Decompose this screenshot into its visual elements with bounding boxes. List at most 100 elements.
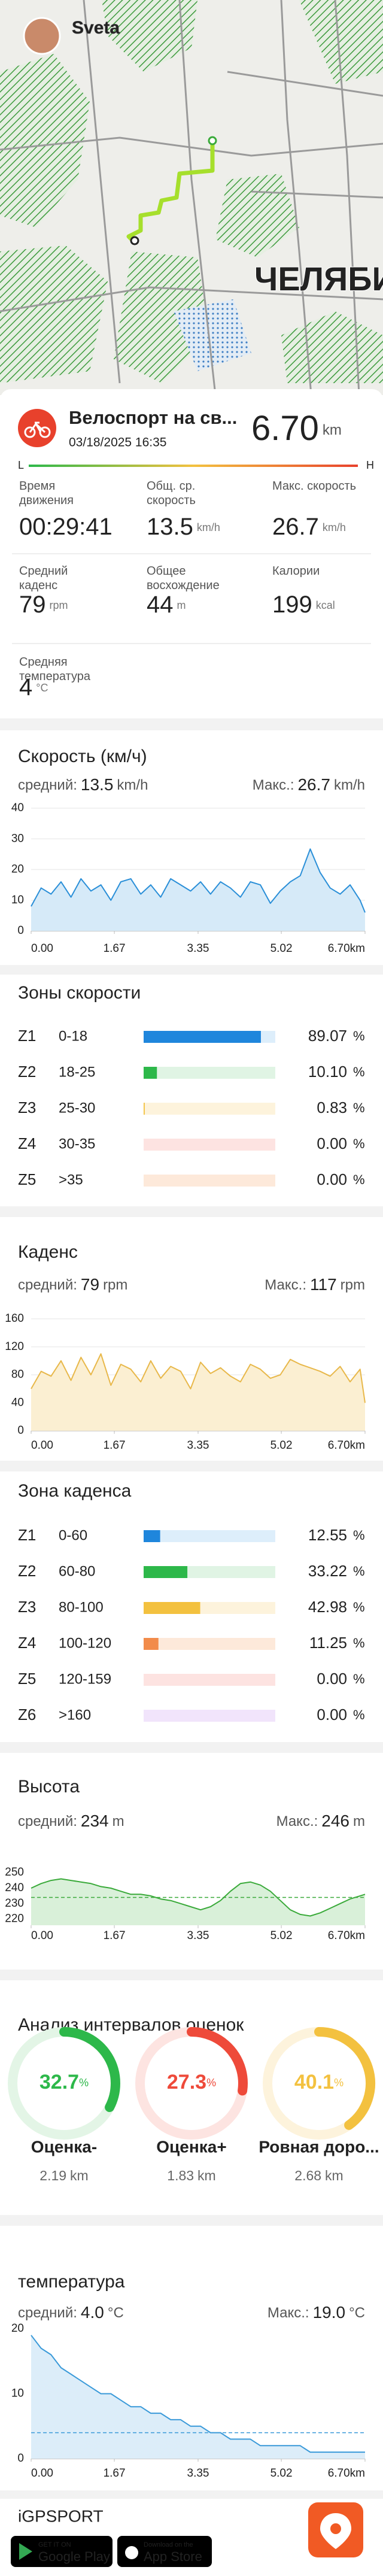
google-play-small: GET IT ON: [38, 2541, 71, 2548]
app-store-button[interactable]: [117, 2536, 212, 2567]
zone-track: [144, 1067, 275, 1079]
average: средний: 234 m: [18, 1812, 124, 1830]
x-tick-label: 5.02: [270, 1439, 293, 1452]
sport-icon: [18, 409, 56, 447]
brand: iGPSPORT: [18, 2507, 104, 2525]
zone-bar: [144, 1566, 188, 1578]
stat-unit: km/h: [197, 521, 220, 533]
y-tick-label: 20: [11, 2322, 24, 2335]
scale-high: H: [366, 459, 374, 471]
avg-value: 13.5: [81, 775, 114, 794]
ring-value: 27.3: [167, 2071, 206, 2093]
x-tick-label: 5.02: [270, 1929, 293, 1942]
stat-label-box: Средний каденс: [19, 565, 68, 592]
zone-name: Z4: [18, 1134, 36, 1152]
stat-unit: km/h: [323, 521, 346, 533]
avatar[interactable]: [23, 17, 61, 55]
max-text: Макс.:: [276, 1813, 318, 1829]
zone-bar: [144, 1638, 159, 1650]
zone-range: 60-80: [59, 1563, 95, 1579]
roads: [0, 0, 383, 396]
average: средний: 79 rpm: [18, 1275, 127, 1294]
zone-unit: %: [353, 1671, 365, 1686]
zone-unit: %: [353, 1028, 365, 1043]
user-name: Sveta: [72, 18, 120, 38]
stat-label-box: Общее восхождение: [147, 565, 220, 592]
y-tick-label: 20: [11, 863, 24, 876]
google-play-button[interactable]: [11, 2536, 113, 2567]
x-tick-label: 5.02: [270, 2467, 293, 2480]
zone-bar: [144, 1602, 200, 1614]
y-tick-label: 0: [17, 924, 24, 937]
zone-unit: %: [353, 1707, 365, 1722]
ring-arc: [59, 2027, 120, 2112]
stat: 13.5 km/h: [147, 514, 220, 540]
zone-track: [144, 1638, 275, 1650]
max-unit: rpm: [341, 1277, 365, 1293]
zone-bar: [144, 1067, 157, 1079]
x-tick-label: 6.70km: [328, 1439, 365, 1452]
zone-name: Z4: [18, 1634, 36, 1652]
zone-range: 18-25: [59, 1064, 95, 1080]
zone-bar: [144, 1031, 261, 1043]
avg-value: 4.0: [81, 2303, 104, 2322]
x-tick-label: 1.67: [104, 1929, 126, 1942]
avg-value: 79: [81, 1275, 99, 1294]
average: средний: 4.0 °C: [18, 2303, 124, 2322]
zone-unit: %: [353, 1064, 365, 1079]
separator: [0, 1461, 383, 1471]
zone-bar: [144, 1530, 160, 1542]
stat-label: Общее восхождение: [147, 565, 220, 592]
zone-unit: %: [353, 1600, 365, 1615]
series-line: [31, 1878, 366, 1917]
maximum: Макс.: 246 m: [276, 1812, 365, 1830]
scale-bar: [29, 465, 358, 467]
chart-title: Скорость (км/ч): [18, 747, 147, 766]
series-line: [31, 1353, 366, 1403]
zone-unit: %: [353, 1636, 365, 1650]
avg-text: средний:: [18, 777, 77, 793]
stat-label-box: Средняя температура: [19, 656, 90, 683]
stat-value: 4: [19, 674, 32, 700]
x-tick-label: 5.02: [270, 942, 293, 955]
ring-value: 32.7: [39, 2071, 79, 2093]
ring-unit: %: [79, 2077, 89, 2089]
y-tick-label: 40: [11, 1396, 24, 1409]
forest: [215, 174, 299, 257]
zone-track: [144, 1175, 275, 1187]
zone-range: 100-120: [59, 1635, 111, 1651]
pin-hole: [330, 2523, 341, 2534]
chart-title: Зоны скорости: [18, 983, 141, 1003]
zone-unit: %: [353, 1100, 365, 1115]
zone-range: 30-35: [59, 1136, 95, 1152]
separator: [0, 2490, 383, 2499]
map: ЧЕЛЯБИ Sveta: [0, 0, 383, 396]
route-start: [208, 136, 217, 145]
ring-percent: 40.1%: [294, 2071, 344, 2093]
x-tick-label: 1.67: [104, 942, 126, 955]
stat-value: 13.5: [147, 514, 193, 540]
stat-label-box: Калории: [272, 565, 320, 578]
separator: [0, 1970, 383, 1980]
zone-percent: 11.25: [309, 1634, 347, 1652]
stat-label: Средняя температура: [19, 656, 90, 683]
zone-percent: 0.00: [317, 1134, 347, 1152]
x-tick-label: 0.00: [31, 1439, 53, 1452]
avg-text: средний:: [18, 2305, 77, 2321]
separator: [0, 718, 383, 730]
stat: 00:29:41: [19, 514, 113, 540]
max-value: 246: [321, 1812, 349, 1830]
area: [31, 1879, 365, 1925]
ring-arc: [187, 2027, 248, 2096]
avg-value: 234: [81, 1812, 109, 1830]
maximum: Макс.: 117 rpm: [265, 1275, 365, 1294]
x-tick-label: 0.00: [31, 2467, 53, 2480]
max-text: Макс.:: [265, 1277, 306, 1293]
ring-percent: 27.3%: [167, 2071, 216, 2093]
max-text: Макс.:: [268, 2305, 309, 2321]
max-value: 117: [310, 1275, 337, 1294]
zone-range: >35: [59, 1172, 83, 1188]
distance-value: 2.19: [39, 2168, 66, 2183]
area: [31, 1354, 365, 1431]
zone-name: Z3: [18, 1099, 36, 1116]
